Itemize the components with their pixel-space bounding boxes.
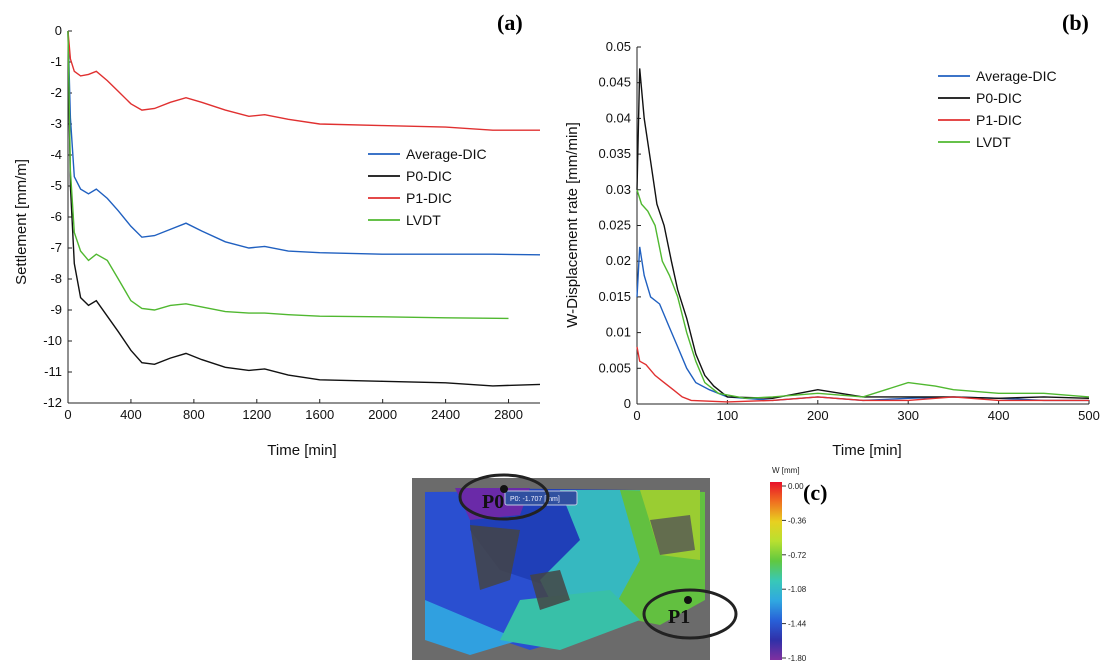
panel-b-y-tick-label: 0.025 bbox=[598, 218, 631, 233]
panel-b-y-tick-label: 0.035 bbox=[598, 146, 631, 161]
panel-b-legend-label: Average-DIC bbox=[976, 68, 1057, 84]
panel-a-legend-label: LVDT bbox=[406, 212, 441, 228]
settlement-chart: (a) Settlement [mm/m] Time [min] 0 400 800… bbox=[13, 10, 541, 459]
panel-b-x-tick-label: 300 bbox=[897, 408, 919, 423]
panel-a-x-tick-label: 2800 bbox=[494, 407, 523, 422]
panel-a-legend-label: Average-DIC bbox=[406, 146, 487, 162]
panel-a-y-tick-label: -12 bbox=[43, 395, 62, 410]
p1-marker-ellipse bbox=[642, 588, 738, 640]
panel-b-series-line-p1-dic bbox=[636, 346, 1089, 403]
value-tooltip-text: P0: -1.707 [mm] bbox=[510, 496, 560, 503]
panel-a-x-tick-label: 0 bbox=[64, 407, 71, 422]
colorbar bbox=[770, 482, 782, 660]
colorbar-tick-label: -1.44 bbox=[788, 620, 807, 629]
panel-a-y-tick-label: -7 bbox=[50, 240, 62, 255]
panel-a-series-line-lvdt bbox=[67, 30, 509, 320]
colorbar-tick-label: 0.00 bbox=[788, 482, 804, 491]
panel-a-y-tick-label: -10 bbox=[43, 333, 62, 348]
contour-field bbox=[412, 478, 710, 660]
panel-b-x-tick-label: 0 bbox=[633, 408, 640, 423]
panel-b-legend-label: P1-DIC bbox=[976, 112, 1022, 128]
panel-a-y-tick-label: -6 bbox=[50, 209, 62, 224]
colorbar-title: W [mm] bbox=[772, 466, 800, 475]
panel-b-y-tick-label: 0.04 bbox=[606, 110, 631, 125]
panel-b-y-tick-label: 0.03 bbox=[606, 182, 631, 197]
p0-marker-ellipse bbox=[458, 473, 550, 521]
panel-b-y-tick-label: 0.005 bbox=[598, 360, 631, 375]
panel-b-y-tick-label: 0 bbox=[624, 396, 631, 411]
panel-a-x-tick-label: 1200 bbox=[242, 407, 271, 422]
panel-b-x-tick-label: 500 bbox=[1078, 408, 1100, 423]
panel-a-series-line-average-dic bbox=[67, 30, 541, 256]
panel-a-x-tick-label: 1600 bbox=[305, 407, 334, 422]
panel-a-y-axis-label: Settlement [mm/m] bbox=[13, 159, 30, 285]
panel-c-label: (c) bbox=[803, 480, 827, 505]
panel-a-series-line-p1-dic bbox=[67, 30, 540, 131]
panel-a-y-tick-label: -8 bbox=[50, 271, 62, 286]
displacement-rate-chart: (b) W-Displacement rate [mm/min] Time [m… bbox=[564, 10, 1100, 459]
colorbar-tick-label: -0.36 bbox=[788, 516, 807, 525]
panel-b-y-axis-label: W-Displacement rate [mm/min] bbox=[564, 122, 581, 328]
panel-a-y-tick-label: -1 bbox=[50, 54, 62, 69]
panel-a-x-tick-label: 2000 bbox=[368, 407, 397, 422]
dic-contour-map: P0: -1.707 [mm] P0 P1 W [mm] 0.00 -0.36 -0… bbox=[412, 466, 827, 663]
value-tooltip bbox=[504, 490, 578, 506]
p1-point bbox=[684, 596, 692, 604]
panel-a-x-axis-label: Time [min] bbox=[267, 442, 336, 459]
panel-b-legend-label: P0-DIC bbox=[976, 90, 1022, 106]
panel-b-y-tick-label: 0.015 bbox=[598, 289, 631, 304]
panel-a-label: (a) bbox=[497, 10, 523, 35]
p1-label: P1 bbox=[668, 606, 690, 628]
panel-b-series-line-average-dic bbox=[636, 246, 1089, 402]
panel-a-y-tick-label: -2 bbox=[50, 85, 62, 100]
panel-a-y-tick-label: -9 bbox=[50, 302, 62, 317]
panel-b-y-tick-label: 0.045 bbox=[598, 75, 631, 90]
panel-b-legend-label: LVDT bbox=[976, 134, 1011, 150]
p0-label: P0 bbox=[482, 491, 504, 513]
panel-a-y-tick-label: -5 bbox=[50, 178, 62, 193]
panel-b-label: (b) bbox=[1062, 10, 1089, 35]
panel-b-x-axis-label: Time [min] bbox=[832, 442, 901, 459]
panel-a-y-tick-label: -3 bbox=[50, 116, 62, 131]
panel-a-y-tick-label: -11 bbox=[44, 364, 62, 379]
panel-b-series-line-lvdt bbox=[636, 189, 1090, 400]
colorbar-tick-label: -1.80 bbox=[788, 654, 807, 663]
panel-a-x-tick-label: 2400 bbox=[431, 407, 460, 422]
panel-a-x-tick-label: 400 bbox=[120, 407, 142, 422]
panel-b-y-tick-label: 0.01 bbox=[606, 325, 631, 340]
colorbar-tick-label: -1.08 bbox=[788, 585, 807, 594]
panel-b-y-tick-label: 0.02 bbox=[606, 253, 631, 268]
panel-a-legend-label: P0-DIC bbox=[406, 168, 452, 184]
panel-a-series-line-p0-dic bbox=[67, 30, 541, 387]
p0-point bbox=[500, 485, 508, 493]
panel-b-x-tick-label: 100 bbox=[717, 408, 739, 423]
panel-b-series-line-p0-dic bbox=[636, 68, 1090, 400]
panel-b-x-tick-label: 200 bbox=[807, 408, 829, 423]
panel-a-y-tick-label: 0 bbox=[55, 23, 62, 38]
panel-a-y-tick-label: -4 bbox=[50, 147, 62, 162]
panel-b-y-tick-label: 0.05 bbox=[606, 39, 631, 54]
panel-b-x-tick-label: 400 bbox=[988, 408, 1010, 423]
panel-a-legend-label: P1-DIC bbox=[406, 190, 452, 206]
colorbar-tick-label: -0.72 bbox=[788, 551, 807, 560]
panel-a-x-tick-label: 800 bbox=[183, 407, 205, 422]
